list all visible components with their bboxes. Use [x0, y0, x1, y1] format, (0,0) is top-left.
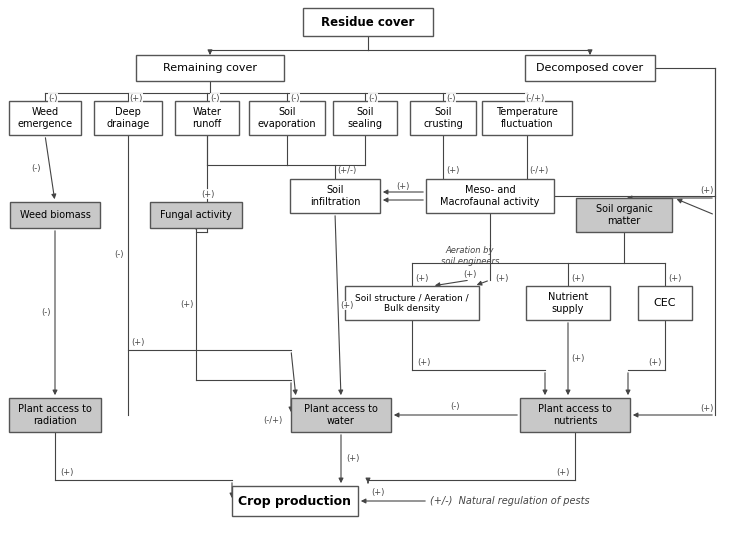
FancyBboxPatch shape: [576, 198, 672, 232]
Text: Soil organic
matter: Soil organic matter: [595, 204, 653, 226]
Text: Soil structure / Aeration /
Bulk density: Soil structure / Aeration / Bulk density: [355, 293, 469, 313]
FancyBboxPatch shape: [94, 101, 162, 135]
Text: (+): (+): [417, 359, 431, 367]
Text: Residue cover: Residue cover: [321, 16, 415, 29]
Text: Water
runoff: Water runoff: [193, 107, 221, 129]
Text: (+): (+): [571, 354, 584, 364]
FancyBboxPatch shape: [150, 202, 242, 228]
Text: Soil
sealing: Soil sealing: [348, 107, 382, 129]
Text: Weed
emergence: Weed emergence: [18, 107, 73, 129]
Text: (-): (-): [451, 403, 460, 412]
Text: Temperature
fluctuation: Temperature fluctuation: [496, 107, 558, 129]
FancyBboxPatch shape: [410, 101, 476, 135]
Text: (+): (+): [495, 274, 509, 282]
Text: (+/-): (+/-): [337, 167, 356, 175]
Text: (+/-)  Natural regulation of pests: (+/-) Natural regulation of pests: [430, 496, 589, 506]
Text: (+): (+): [371, 489, 384, 498]
Text: Deep
drainage: Deep drainage: [107, 107, 150, 129]
FancyBboxPatch shape: [345, 286, 479, 320]
FancyBboxPatch shape: [520, 398, 630, 432]
Text: Meso- and
Macrofaunal activity: Meso- and Macrofaunal activity: [440, 185, 539, 207]
Text: (-): (-): [41, 308, 51, 318]
Text: (+): (+): [415, 274, 429, 282]
Text: (+): (+): [180, 300, 194, 308]
Text: (-): (-): [49, 94, 58, 102]
Text: Aeration by
soil engineers: Aeration by soil engineers: [441, 246, 499, 266]
FancyBboxPatch shape: [249, 101, 325, 135]
Text: Soil
crusting: Soil crusting: [423, 107, 463, 129]
Text: (-): (-): [114, 250, 123, 260]
Text: (+): (+): [396, 181, 409, 190]
Text: (+): (+): [201, 189, 215, 199]
Text: Plant access to
nutrients: Plant access to nutrients: [538, 404, 612, 426]
Text: (+): (+): [463, 270, 477, 280]
FancyBboxPatch shape: [9, 101, 81, 135]
Text: Soil
evaporation: Soil evaporation: [258, 107, 316, 129]
Text: (-/+): (-/+): [529, 167, 548, 175]
Text: (-): (-): [32, 164, 40, 173]
Text: (+): (+): [571, 274, 584, 282]
Text: (+): (+): [446, 167, 459, 175]
FancyBboxPatch shape: [232, 486, 358, 516]
FancyBboxPatch shape: [175, 101, 239, 135]
Text: (+): (+): [60, 469, 74, 478]
FancyBboxPatch shape: [290, 179, 380, 213]
Text: (+): (+): [340, 301, 354, 310]
Text: (+): (+): [700, 187, 714, 195]
FancyBboxPatch shape: [482, 101, 572, 135]
Text: (+): (+): [346, 454, 359, 464]
FancyBboxPatch shape: [333, 101, 397, 135]
FancyBboxPatch shape: [9, 398, 101, 432]
FancyBboxPatch shape: [426, 179, 554, 213]
FancyBboxPatch shape: [303, 8, 433, 36]
Text: (+): (+): [700, 404, 714, 412]
Text: (+): (+): [648, 359, 662, 367]
Text: Plant access to
water: Plant access to water: [304, 404, 378, 426]
Text: (-): (-): [290, 94, 300, 102]
Text: (-): (-): [368, 94, 378, 102]
Text: (-): (-): [210, 94, 220, 102]
Text: (-/+): (-/+): [263, 415, 283, 425]
Text: Fungal activity: Fungal activity: [160, 210, 232, 220]
FancyBboxPatch shape: [136, 55, 284, 81]
Text: Remaining cover: Remaining cover: [163, 63, 257, 73]
Text: (+): (+): [668, 274, 681, 282]
Text: Soil
infiltration: Soil infiltration: [309, 185, 360, 207]
Text: (-/+): (-/+): [526, 94, 545, 102]
FancyBboxPatch shape: [10, 202, 100, 228]
Text: Weed biomass: Weed biomass: [20, 210, 90, 220]
Text: Nutrient
supply: Nutrient supply: [548, 292, 588, 314]
Text: Plant access to
radiation: Plant access to radiation: [18, 404, 92, 426]
Text: (+): (+): [132, 339, 145, 347]
Text: (-): (-): [446, 94, 456, 102]
Text: (+): (+): [129, 94, 143, 102]
Text: Decomposed cover: Decomposed cover: [537, 63, 644, 73]
FancyBboxPatch shape: [638, 286, 692, 320]
FancyBboxPatch shape: [526, 286, 610, 320]
Text: Crop production: Crop production: [238, 494, 351, 507]
Text: (+): (+): [556, 469, 570, 478]
Text: CEC: CEC: [653, 298, 676, 308]
FancyBboxPatch shape: [525, 55, 655, 81]
FancyBboxPatch shape: [291, 398, 391, 432]
